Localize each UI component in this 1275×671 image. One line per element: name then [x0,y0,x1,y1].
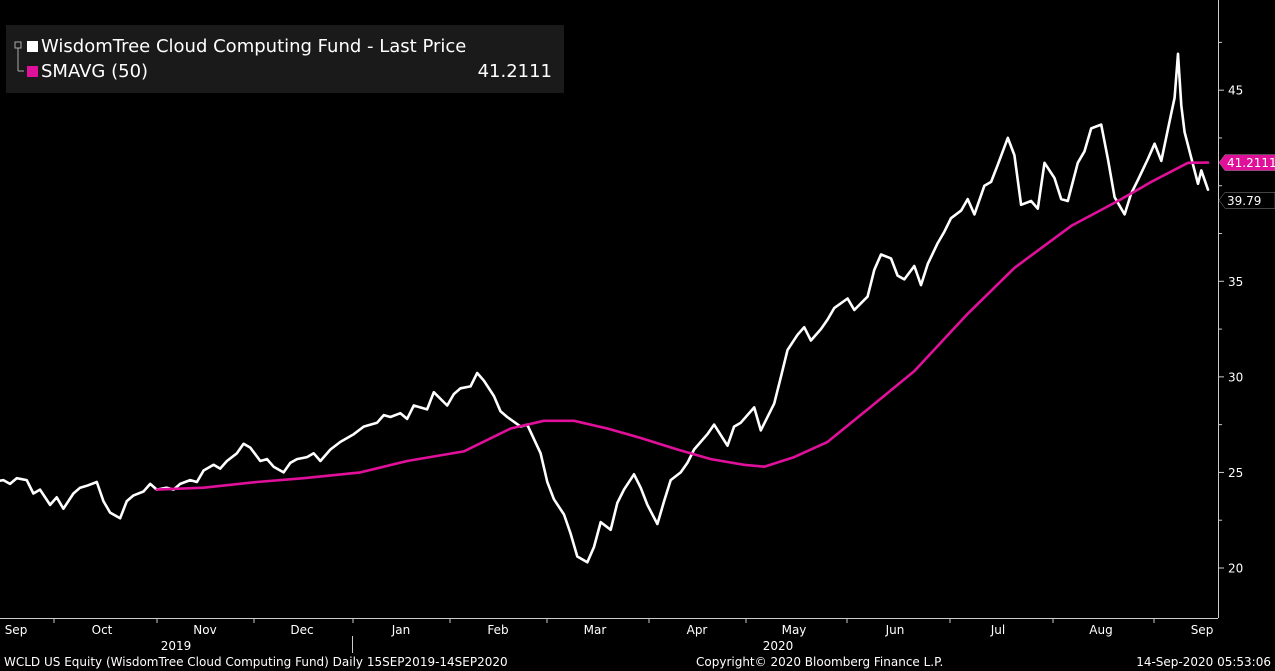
y-axis: 20 25 30 35 45 [1218,0,1243,618]
x-tick-label: Dec [290,623,313,637]
x-tick-label: Apr [687,623,708,637]
sma-last-value-marker: 41.2111 [1218,154,1275,171]
x-tick-label: Sep [1191,623,1214,637]
price-last-value-marker-text: 39.79 [1227,194,1261,208]
legend-label-price: WisdomTree Cloud Computing Fund - Last P… [41,36,467,57]
x-tick-label: Nov [193,623,216,637]
legend-tree-icon [14,41,24,72]
y-tick-label: 30 [1228,370,1243,384]
y-tick-label: 45 [1228,84,1243,98]
y-tick-label: 25 [1228,466,1243,480]
x-tick-label: May [782,623,807,637]
y-tick-label: 35 [1228,275,1243,289]
footer-timestamp: 14-Sep-2020 05:53:06 [1136,655,1271,669]
price-last-value-marker: 39.79 [1218,192,1275,209]
legend-value-sma: 41.2111 [477,61,552,82]
legend-swatch-price [27,41,38,52]
x-tick-label: Aug [1089,623,1112,637]
marker-layer: 41.2111 39.79 [1218,154,1275,209]
x-year-label: 2020 [763,639,794,653]
x-tick-label: Feb [487,623,508,637]
x-year-label: 2019 [161,639,192,653]
legend-label-sma: SMAVG (50) [41,61,149,82]
footer-copyright: Copyright© 2020 Bloomberg Finance L.P. [696,655,944,669]
legend-swatch-sma [27,66,38,77]
price-series-line [0,52,1210,564]
sma-series-line [155,161,1210,491]
x-tick-label: Jul [990,623,1005,637]
price-last-value-marker-bg [1218,192,1275,209]
y-tick-label: 20 [1228,562,1243,576]
sma-last-value-marker-bg [1218,154,1275,171]
x-tick-label: Jun [885,623,905,637]
x-axis: Sep Oct Nov Dec Jan Feb Mar Apr May Jun Jul Aug Sep 2… [0,618,1218,653]
x-tick-label: Jan [391,623,411,637]
footer-security: WCLD US Equity (WisdomTree Cloud Computi… [4,655,508,669]
series-layer [0,52,1210,564]
sma-last-value-marker-text: 41.2111 [1227,156,1275,170]
x-tick-label: Sep [5,623,28,637]
chart-legend: WisdomTree Cloud Computing Fund - Last P… [6,25,564,93]
x-tick-label: Oct [92,623,113,637]
x-tick-label: Mar [584,623,607,637]
